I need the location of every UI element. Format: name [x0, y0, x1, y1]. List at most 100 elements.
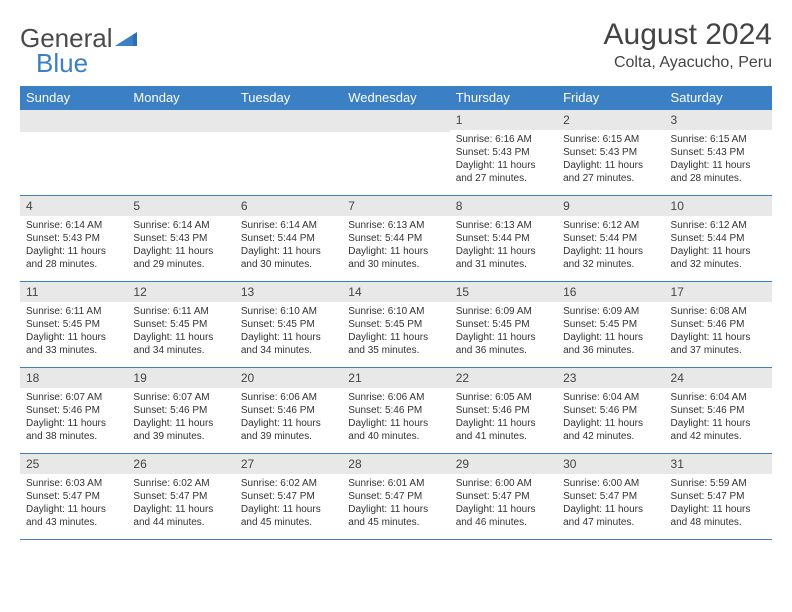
day-line: Daylight: 11 hours and 39 minutes. — [241, 417, 336, 443]
calendar-day-cell: 26Sunrise: 6:02 AMSunset: 5:47 PMDayligh… — [127, 454, 234, 540]
day-line: Sunset: 5:46 PM — [671, 318, 766, 331]
calendar-day-cell: 3Sunrise: 6:15 AMSunset: 5:43 PMDaylight… — [665, 110, 772, 196]
day-text: Sunrise: 6:14 AMSunset: 5:44 PMDaylight:… — [235, 216, 342, 275]
day-text: Sunrise: 6:13 AMSunset: 5:44 PMDaylight:… — [450, 216, 557, 275]
day-number: 21 — [342, 368, 449, 388]
day-text — [235, 132, 342, 139]
day-line: Sunrise: 6:12 AM — [671, 219, 766, 232]
day-number: 26 — [127, 454, 234, 474]
day-text: Sunrise: 6:12 AMSunset: 5:44 PMDaylight:… — [557, 216, 664, 275]
day-number: 29 — [450, 454, 557, 474]
calendar-body: 1Sunrise: 6:16 AMSunset: 5:43 PMDaylight… — [20, 110, 772, 540]
calendar-day-cell: 23 Sunrise: 6:04 AMSunset: 5:46 PMDayligh… — [557, 368, 664, 454]
day-line: Sunrise: 6:02 AM — [133, 477, 228, 490]
day-line: Daylight: 11 hours and 43 minutes. — [26, 503, 121, 529]
day-line: Daylight: 11 hours and 28 minutes. — [671, 159, 766, 185]
day-line: Daylight: 11 hours and 34 minutes. — [241, 331, 336, 357]
day-line: Daylight: 11 hours and 27 minutes. — [563, 159, 658, 185]
weekday-header: Monday — [127, 86, 234, 110]
day-line: Sunset: 5:44 PM — [671, 232, 766, 245]
day-line: Daylight: 11 hours and 34 minutes. — [133, 331, 228, 357]
day-line: Sunset: 5:47 PM — [348, 490, 443, 503]
day-number: 30 — [557, 454, 664, 474]
day-number — [342, 110, 449, 132]
day-line: Sunset: 5:45 PM — [348, 318, 443, 331]
day-line: Sunrise: 6:12 AM — [563, 219, 658, 232]
calendar-day-cell: 6Sunrise: 6:14 AMSunset: 5:44 PMDaylight… — [235, 196, 342, 282]
day-line: Sunset: 5:45 PM — [563, 318, 658, 331]
day-line: Daylight: 11 hours and 35 minutes. — [348, 331, 443, 357]
day-line: Daylight: 11 hours and 41 minutes. — [456, 417, 551, 443]
day-line: Sunrise: 6:16 AM — [456, 133, 551, 146]
calendar-day-cell: 18Sunrise: 6:07 AMSunset: 5:46 PMDayligh… — [20, 368, 127, 454]
day-line: Sunset: 5:47 PM — [26, 490, 121, 503]
day-line: Sunrise: 6:06 AM — [348, 391, 443, 404]
calendar-day-cell: 17Sunrise: 6:08 AMSunset: 5:46 PMDayligh… — [665, 282, 772, 368]
day-line: Sunset: 5:46 PM — [563, 404, 658, 417]
day-line: Daylight: 11 hours and 30 minutes. — [241, 245, 336, 271]
calendar-day-cell: 5Sunrise: 6:14 AMSunset: 5:43 PMDaylight… — [127, 196, 234, 282]
calendar-week-row: 4Sunrise: 6:14 AMSunset: 5:43 PMDaylight… — [20, 196, 772, 282]
day-text — [342, 132, 449, 139]
day-line: Daylight: 11 hours and 36 minutes. — [563, 331, 658, 357]
day-number: 18 — [20, 368, 127, 388]
day-line: Daylight: 11 hours and 44 minutes. — [133, 503, 228, 529]
day-number: 28 — [342, 454, 449, 474]
day-line: Daylight: 11 hours and 40 minutes. — [348, 417, 443, 443]
day-number — [127, 110, 234, 132]
day-line: Daylight: 11 hours and 28 minutes. — [26, 245, 121, 271]
weekday-header: Saturday — [665, 86, 772, 110]
weekday-header: Sunday — [20, 86, 127, 110]
day-number: 17 — [665, 282, 772, 302]
day-line: Sunrise: 6:10 AM — [348, 305, 443, 318]
day-text: Sunrise: 6:10 AMSunset: 5:45 PMDaylight:… — [342, 302, 449, 361]
calendar-day-cell: 10Sunrise: 6:12 AMSunset: 5:44 PMDayligh… — [665, 196, 772, 282]
day-line: Sunset: 5:45 PM — [133, 318, 228, 331]
day-text: Sunrise: 6:01 AMSunset: 5:47 PMDaylight:… — [342, 474, 449, 533]
calendar-day-cell: 15Sunrise: 6:09 AMSunset: 5:45 PMDayligh… — [450, 282, 557, 368]
day-number: 9 — [557, 196, 664, 216]
day-line: Sunset: 5:43 PM — [671, 146, 766, 159]
weekday-header: Tuesday — [235, 86, 342, 110]
calendar-day-cell: 12Sunrise: 6:11 AMSunset: 5:45 PMDayligh… — [127, 282, 234, 368]
day-text: Sunrise: 6:11 AMSunset: 5:45 PMDaylight:… — [127, 302, 234, 361]
day-number: 15 — [450, 282, 557, 302]
day-line: Sunrise: 6:04 AM — [563, 391, 658, 404]
day-number: 16 — [557, 282, 664, 302]
calendar-day-cell: 28Sunrise: 6:01 AMSunset: 5:47 PMDayligh… — [342, 454, 449, 540]
day-number: 23 — [557, 368, 664, 388]
day-line: Daylight: 11 hours and 45 minutes. — [241, 503, 336, 529]
day-number: 4 — [20, 196, 127, 216]
day-text: Sunrise: 6:12 AMSunset: 5:44 PMDaylight:… — [665, 216, 772, 275]
day-number: 25 — [20, 454, 127, 474]
day-number: 7 — [342, 196, 449, 216]
calendar-week-row: 1Sunrise: 6:16 AMSunset: 5:43 PMDaylight… — [20, 110, 772, 196]
day-line: Sunset: 5:45 PM — [456, 318, 551, 331]
day-line: Daylight: 11 hours and 29 minutes. — [133, 245, 228, 271]
day-line: Daylight: 11 hours and 38 minutes. — [26, 417, 121, 443]
calendar-day-cell: 1Sunrise: 6:16 AMSunset: 5:43 PMDaylight… — [450, 110, 557, 196]
day-number: 1 — [450, 110, 557, 130]
calendar-day-cell: 4 Sunrise: 6:14 AMSunset: 5:43 PMDaylight… — [20, 196, 127, 282]
calendar-day-cell — [127, 110, 234, 196]
day-line: Sunset: 5:45 PM — [241, 318, 336, 331]
day-text: Sunrise: 6:05 AMSunset: 5:46 PMDaylight:… — [450, 388, 557, 447]
day-text: Sunrise: 5:59 AMSunset: 5:47 PMDaylight:… — [665, 474, 772, 533]
day-line: Sunrise: 6:09 AM — [456, 305, 551, 318]
day-line: Sunset: 5:43 PM — [26, 232, 121, 245]
calendar-day-cell: 2Sunrise: 6:15 AMSunset: 5:43 PMDaylight… — [557, 110, 664, 196]
day-line: Daylight: 11 hours and 45 minutes. — [348, 503, 443, 529]
day-text: Sunrise: 6:13 AMSunset: 5:44 PMDaylight:… — [342, 216, 449, 275]
day-line: Sunset: 5:46 PM — [456, 404, 551, 417]
calendar-day-cell: 27Sunrise: 6:02 AMSunset: 5:47 PMDayligh… — [235, 454, 342, 540]
calendar-day-cell: 13Sunrise: 6:10 AMSunset: 5:45 PMDayligh… — [235, 282, 342, 368]
day-text: Sunrise: 6:15 AMSunset: 5:43 PMDaylight:… — [665, 130, 772, 189]
day-line: Sunrise: 6:11 AM — [26, 305, 121, 318]
calendar-week-row: 18Sunrise: 6:07 AMSunset: 5:46 PMDayligh… — [20, 368, 772, 454]
day-line: Sunset: 5:44 PM — [563, 232, 658, 245]
day-line: Sunrise: 6:14 AM — [26, 219, 121, 232]
day-line: Sunset: 5:46 PM — [133, 404, 228, 417]
day-line: Daylight: 11 hours and 42 minutes. — [563, 417, 658, 443]
day-line: Sunset: 5:47 PM — [241, 490, 336, 503]
calendar-day-cell — [20, 110, 127, 196]
